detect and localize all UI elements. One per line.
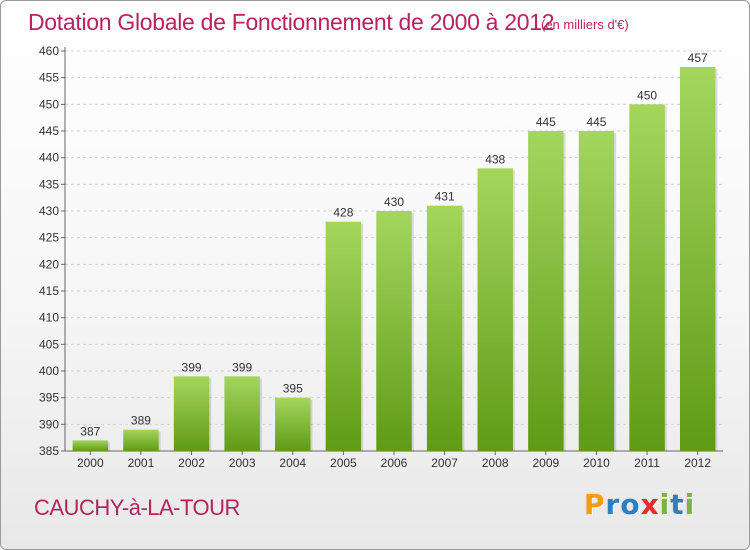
bar [72, 440, 109, 451]
y-tick-label: 445 [39, 124, 59, 138]
y-tick-label: 450 [39, 97, 59, 111]
bar [528, 131, 564, 451]
x-tick-label: 2007 [431, 456, 458, 470]
chart-subtitle: (en milliers d'€) [541, 17, 629, 32]
bar [123, 429, 159, 451]
x-tick-label: 2005 [330, 456, 357, 470]
x-tick-label: 2009 [532, 456, 559, 470]
data-label: 431 [435, 190, 455, 204]
data-label: 457 [688, 51, 708, 65]
x-tick-label: 2004 [279, 456, 306, 470]
data-label: 430 [384, 195, 404, 209]
x-tick-label: 2008 [482, 456, 509, 470]
logo-letter: t [670, 488, 685, 521]
data-label: 445 [586, 115, 606, 129]
x-tick-label: 2001 [128, 456, 155, 470]
data-label: 450 [637, 88, 657, 102]
logo-letter: o [620, 488, 641, 521]
y-tick-label: 405 [39, 337, 59, 351]
y-tick-label: 385 [39, 444, 59, 458]
y-tick-label: 460 [39, 44, 59, 58]
data-label: 399 [182, 360, 202, 374]
bar [629, 104, 665, 451]
logo-letter: i [659, 488, 671, 521]
logo-letter: r [605, 488, 621, 521]
y-tick-label: 395 [39, 391, 59, 405]
x-tick-label: 2002 [178, 456, 205, 470]
data-label: 445 [536, 115, 556, 129]
y-tick-label: 420 [39, 257, 59, 271]
logo-letter: x [640, 488, 660, 521]
bar [376, 211, 412, 451]
commune-name: CAUCHY-à-LA-TOUR [34, 495, 240, 520]
y-tick-label: 430 [39, 204, 59, 218]
data-label: 438 [485, 152, 505, 166]
y-tick-label: 390 [39, 417, 59, 431]
data-label: 428 [333, 206, 353, 220]
x-tick-label: 2003 [229, 456, 256, 470]
x-tick-label: 2006 [381, 456, 408, 470]
bar [325, 221, 362, 451]
x-tick-label: 2000 [77, 456, 104, 470]
bar [679, 67, 716, 451]
logo-letter: i [684, 488, 696, 521]
data-label: 399 [232, 360, 252, 374]
data-label: 389 [131, 414, 151, 428]
bar [477, 168, 513, 452]
data-label: 387 [80, 424, 100, 438]
bar [426, 205, 463, 451]
y-tick-label: 425 [39, 231, 59, 245]
y-tick-label: 440 [39, 151, 59, 165]
y-tick-label: 410 [39, 311, 59, 325]
bar [275, 397, 311, 451]
chart-title: Dotation Globale de Fonctionnement de 20… [28, 9, 555, 35]
bar [173, 376, 210, 451]
logo-letter: P [584, 488, 606, 521]
x-tick-label: 2010 [583, 456, 610, 470]
y-tick-label: 435 [39, 177, 59, 191]
y-tick-label: 400 [39, 364, 59, 378]
y-tick-label: 455 [39, 71, 59, 85]
x-tick-label: 2011 [634, 456, 660, 470]
bar [578, 131, 615, 451]
x-tick-label: 2012 [684, 456, 711, 470]
y-tick-label: 415 [39, 284, 59, 298]
bar [224, 376, 260, 451]
proxiti-logo: Proxiti [584, 488, 695, 521]
data-label: 395 [283, 382, 303, 396]
